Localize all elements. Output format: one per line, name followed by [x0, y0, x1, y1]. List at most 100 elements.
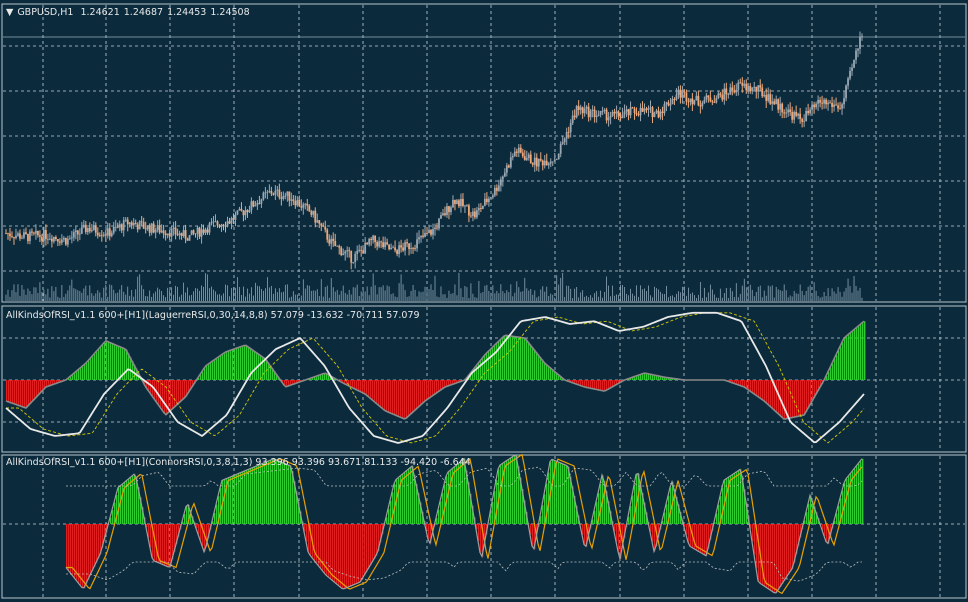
histogram-bar-up [726, 478, 728, 524]
collapse-arrow-icon[interactable]: ▼ [6, 7, 14, 18]
histogram-bar-up [230, 350, 232, 380]
candle-body [729, 87, 732, 95]
histogram-bar-up [92, 356, 94, 380]
candle-body [525, 157, 528, 160]
candle-body [587, 106, 590, 118]
histogram-bar-down [148, 380, 150, 391]
histogram-bar-up [218, 496, 220, 524]
candle-body [160, 230, 163, 233]
candle-body [583, 108, 586, 114]
histogram-bar-down [382, 380, 384, 409]
histogram-bar-up [458, 463, 460, 524]
histogram-bar-down [38, 380, 40, 396]
histogram-bar-up [492, 347, 494, 380]
candle-body [35, 230, 37, 234]
candle-body [162, 230, 165, 234]
histogram-bar-up [244, 345, 246, 380]
candle-body [45, 229, 47, 240]
histogram-bar-up [262, 463, 264, 524]
histogram-bar-down [144, 380, 146, 384]
histogram-bar-down [314, 524, 316, 561]
histogram-bar-up [280, 461, 282, 524]
histogram-bar-up [204, 368, 206, 380]
candle-body [292, 199, 295, 202]
histogram-bar-up [858, 326, 860, 380]
histogram-bar-up [408, 469, 410, 524]
histogram-bar-up [652, 374, 654, 380]
candle-body [360, 249, 363, 251]
histogram-bar-down [706, 524, 708, 556]
candle-body [795, 111, 798, 116]
candle-body [857, 48, 859, 51]
histogram-bar-up [72, 374, 74, 380]
histogram-bar-down [782, 524, 784, 584]
histogram-bar-down [800, 524, 802, 538]
histogram-bar-down [608, 380, 610, 390]
candle-body [651, 107, 654, 118]
histogram-bar-down [770, 524, 772, 590]
histogram-bar-down [534, 524, 536, 549]
histogram-bar-down [776, 524, 778, 593]
histogram-bar-up [512, 336, 514, 380]
candle-body [452, 199, 454, 208]
candle-body [166, 233, 169, 236]
histogram-bar-down [86, 524, 88, 584]
histogram-bar-up [78, 369, 80, 380]
candle-body [567, 131, 570, 133]
candle-body [122, 220, 125, 231]
candle-body [599, 111, 602, 115]
price-pane-label: ▼ GBPUSD,H1 1.24621 1.24687 1.24453 1.24508 [6, 7, 254, 18]
histogram-bar-up [396, 479, 398, 524]
histogram-bar-up [110, 517, 112, 524]
candle-body [112, 226, 115, 233]
histogram-bar-down [294, 380, 296, 384]
histogram-bar-down [188, 380, 190, 394]
candle-body [581, 107, 584, 114]
histogram-bar-down [618, 380, 620, 384]
candle-body [655, 110, 658, 113]
histogram-bar-up [834, 359, 836, 380]
candle-body [9, 233, 11, 237]
histogram-bar-up [252, 467, 254, 524]
candle-body [132, 222, 135, 226]
histogram-bar-down [380, 524, 382, 543]
candle-body [98, 235, 101, 237]
histogram-bar-up [592, 519, 594, 524]
histogram-bar-up [520, 337, 522, 380]
histogram-bar-down [152, 524, 154, 558]
histogram-bar-down [8, 380, 10, 402]
histogram-bar-up [540, 516, 542, 524]
histogram-bar-up [242, 346, 244, 380]
candle-body [839, 108, 841, 110]
histogram-bar-up [714, 522, 716, 524]
candle-body [591, 109, 594, 111]
histogram-bar-up [460, 462, 462, 524]
candle-body [240, 208, 243, 211]
histogram-bar-up [528, 523, 530, 524]
candle-body [156, 225, 159, 230]
candle-body [629, 107, 632, 116]
histogram-bar-down [710, 524, 712, 540]
candle-body [703, 99, 706, 103]
histogram-bar-up [832, 363, 834, 380]
histogram-bar-up [854, 468, 856, 524]
candle-body [470, 215, 472, 217]
histogram-bar-down [588, 524, 590, 538]
candle-body [11, 236, 13, 238]
histogram-bar-up [658, 375, 660, 380]
histogram-bar-up [420, 502, 422, 524]
histogram-bar-down [750, 380, 752, 392]
histogram-bar-up [126, 349, 128, 380]
histogram-bar-down [696, 524, 698, 550]
histogram-bar-up [548, 365, 550, 380]
histogram-bar-down [444, 380, 446, 388]
histogram-bar-down [764, 380, 766, 401]
histogram-bar-down [208, 524, 210, 539]
histogram-bar-down [580, 380, 582, 386]
candle-body [29, 231, 31, 242]
candle-body [152, 223, 155, 233]
histogram-bar-down [784, 524, 786, 581]
histogram-bar-down [368, 380, 370, 397]
candle-body [388, 244, 391, 250]
histogram-bar-up [660, 376, 662, 380]
